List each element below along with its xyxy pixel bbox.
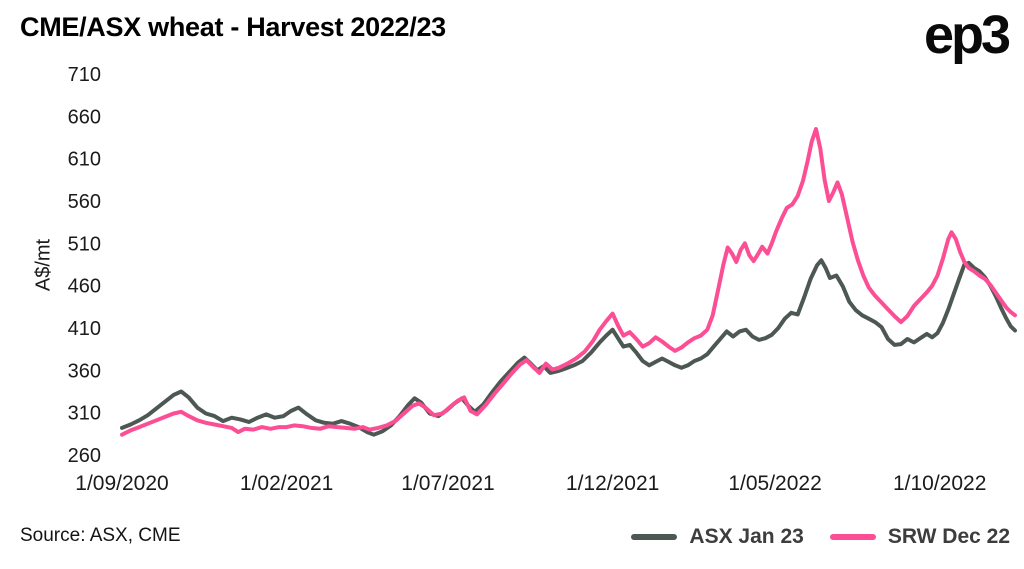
x-tick-label: 1/02/2021 <box>240 472 333 495</box>
y-tick-label: 710 <box>68 64 101 86</box>
y-tick-label: 260 <box>68 445 101 467</box>
ep3-logo: ep3 <box>923 5 1011 65</box>
y-tick-label: 310 <box>68 403 101 425</box>
legend-label-srw: SRW Dec 22 <box>887 525 1010 548</box>
chart-title: CME/ASX wheat - Harvest 2022/23 <box>20 12 446 42</box>
y-tick-label: 460 <box>68 276 101 298</box>
legend-swatch-asx <box>631 534 678 540</box>
series-line-asx-jan-23 <box>120 258 1017 437</box>
y-tick-label: 610 <box>68 149 101 171</box>
y-tick-label: 660 <box>68 106 101 128</box>
y-tick-label: 510 <box>68 233 101 255</box>
legend: ASX Jan 23 SRW Dec 22 <box>631 525 1010 549</box>
legend-label-asx: ASX Jan 23 <box>689 525 804 548</box>
y-tick-label: 360 <box>68 360 101 382</box>
x-tick-label: 1/09/2020 <box>75 472 168 495</box>
legend-item-asx: ASX Jan 23 <box>631 525 804 549</box>
y-tick-label: 410 <box>68 318 101 340</box>
y-tick-label: 560 <box>68 191 101 213</box>
source-note: Source: ASX, CME <box>20 525 181 546</box>
legend-swatch-srw <box>829 534 876 540</box>
x-tick-label: 1/07/2021 <box>401 472 494 495</box>
x-tick-label: 1/05/2022 <box>728 472 821 495</box>
y-axis-label: A$/mt <box>32 238 55 292</box>
x-tick-label: 1/12/2021 <box>566 472 659 495</box>
x-tick-label: 1/10/2022 <box>893 472 986 495</box>
legend-item-srw: SRW Dec 22 <box>829 525 1010 549</box>
series-line-srw-dec-22 <box>120 127 1017 437</box>
